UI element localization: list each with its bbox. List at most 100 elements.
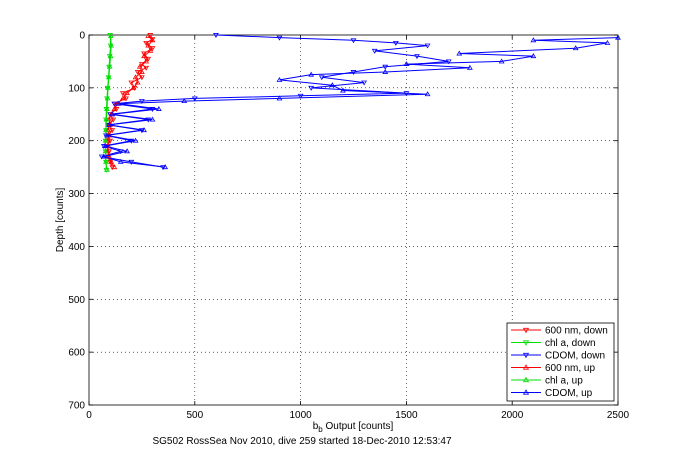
data-point-marker xyxy=(139,75,145,81)
data-point-marker xyxy=(117,158,124,164)
x-axis-ticks: 0 500 1000 1500 2000 2500 xyxy=(86,35,630,421)
x-tick-label: 1500 xyxy=(395,410,418,421)
data-point-marker xyxy=(143,40,150,46)
figure-caption: SG502 RossSea Nov 2010, dive 259 started… xyxy=(152,436,452,447)
data-point-marker xyxy=(111,106,118,111)
data-point-marker xyxy=(530,53,537,59)
y-tick-label: 500 xyxy=(68,295,85,306)
data-point-marker xyxy=(130,84,137,90)
data-point-marker xyxy=(139,99,145,105)
data-point-marker xyxy=(466,64,473,70)
data-point-marker xyxy=(424,91,431,97)
data-point-marker xyxy=(124,148,130,154)
data-point-marker xyxy=(102,137,109,143)
data-point-marker xyxy=(136,63,143,69)
x-axis-label-sub: b xyxy=(318,425,323,434)
data-point-marker xyxy=(403,61,410,67)
data-point-marker xyxy=(149,46,156,52)
data-point-marker xyxy=(522,327,530,334)
x-axis-label-main: b xyxy=(313,421,319,432)
data-point-marker xyxy=(308,85,315,91)
y-tick-label: 400 xyxy=(68,242,85,253)
x-tick-label: 1000 xyxy=(289,410,312,421)
data-point-marker xyxy=(340,87,346,93)
y-tick-label: 100 xyxy=(68,83,85,94)
legend-label: CDOM, up xyxy=(545,388,593,399)
legend-label: CDOM, down xyxy=(545,351,605,362)
data-point-marker xyxy=(105,84,111,90)
data-point-marker xyxy=(530,37,537,43)
data-point-marker xyxy=(109,165,116,171)
data-point-marker xyxy=(522,389,530,395)
data-point-marker xyxy=(350,70,357,75)
data-point-marker xyxy=(181,98,188,104)
legend-label: chl a, up xyxy=(545,376,583,387)
data-point-marker xyxy=(132,137,139,143)
data-point-marker xyxy=(104,106,110,111)
data-point-marker xyxy=(119,95,126,101)
data-point-marker xyxy=(155,106,162,111)
data-point-marker xyxy=(107,33,114,38)
data-point-marker xyxy=(162,164,169,170)
data-point-marker xyxy=(145,33,152,38)
data-point-marker xyxy=(145,42,152,48)
data-point-marker xyxy=(414,54,420,60)
data-point-marker xyxy=(106,116,113,122)
data-point-marker xyxy=(456,50,463,56)
data-point-marker xyxy=(132,74,139,80)
data-point-marker xyxy=(110,117,117,123)
data-point-marker xyxy=(108,158,115,164)
x-axis-label-rest: Output [counts] xyxy=(323,421,394,432)
data-point-marker xyxy=(119,91,126,97)
data-point-marker xyxy=(191,96,198,102)
data-point-marker xyxy=(103,116,110,122)
series-cdom-up xyxy=(100,34,621,170)
data-point-marker xyxy=(141,53,147,59)
y-axis-ticks: 0 100 200 300 400 500 600 700 xyxy=(68,31,618,412)
data-point-marker xyxy=(128,159,135,165)
data-point-marker xyxy=(124,90,130,96)
data-point-marker xyxy=(101,143,108,148)
data-point-marker xyxy=(111,101,118,107)
data-point-marker xyxy=(143,65,150,71)
data-point-marker xyxy=(106,121,113,127)
data-point-marker xyxy=(445,59,452,65)
data-point-marker xyxy=(111,164,118,170)
data-point-marker xyxy=(276,95,283,101)
data-point-marker xyxy=(134,70,141,75)
data-point-marker xyxy=(143,58,150,64)
data-point-marker xyxy=(308,71,315,77)
data-point-marker xyxy=(128,80,135,86)
data-point-marker xyxy=(361,80,367,86)
data-point-marker xyxy=(276,76,283,82)
data-point-marker xyxy=(104,132,110,138)
data-point-marker xyxy=(100,153,107,159)
data-point-marker xyxy=(572,45,579,51)
y-axis-label: Depth [counts] xyxy=(55,188,66,253)
series-chl-a-up xyxy=(102,33,115,172)
data-point-marker xyxy=(123,96,129,102)
x-tick-label: 2000 xyxy=(501,410,524,421)
series-line xyxy=(101,37,619,168)
data-point-marker xyxy=(103,158,109,164)
data-point-marker xyxy=(522,352,530,359)
data-point-marker xyxy=(107,138,114,144)
data-point-marker xyxy=(113,107,120,112)
data-point-marker xyxy=(104,166,110,172)
y-tick-label: 0 xyxy=(79,31,85,42)
data-point-marker xyxy=(318,75,325,81)
data-point-marker xyxy=(615,34,621,40)
y-tick-label: 600 xyxy=(68,348,85,359)
legend-label: 600 nm, up xyxy=(545,363,595,374)
data-point-marker xyxy=(109,128,116,134)
data-point-marker xyxy=(213,33,219,38)
data-point-marker xyxy=(522,340,530,346)
data-point-marker xyxy=(105,74,112,80)
data-point-marker xyxy=(297,93,304,99)
data-point-marker xyxy=(102,148,109,154)
legend-box xyxy=(506,322,615,402)
data-point-marker xyxy=(604,39,611,45)
y-tick-label: 300 xyxy=(68,189,85,200)
